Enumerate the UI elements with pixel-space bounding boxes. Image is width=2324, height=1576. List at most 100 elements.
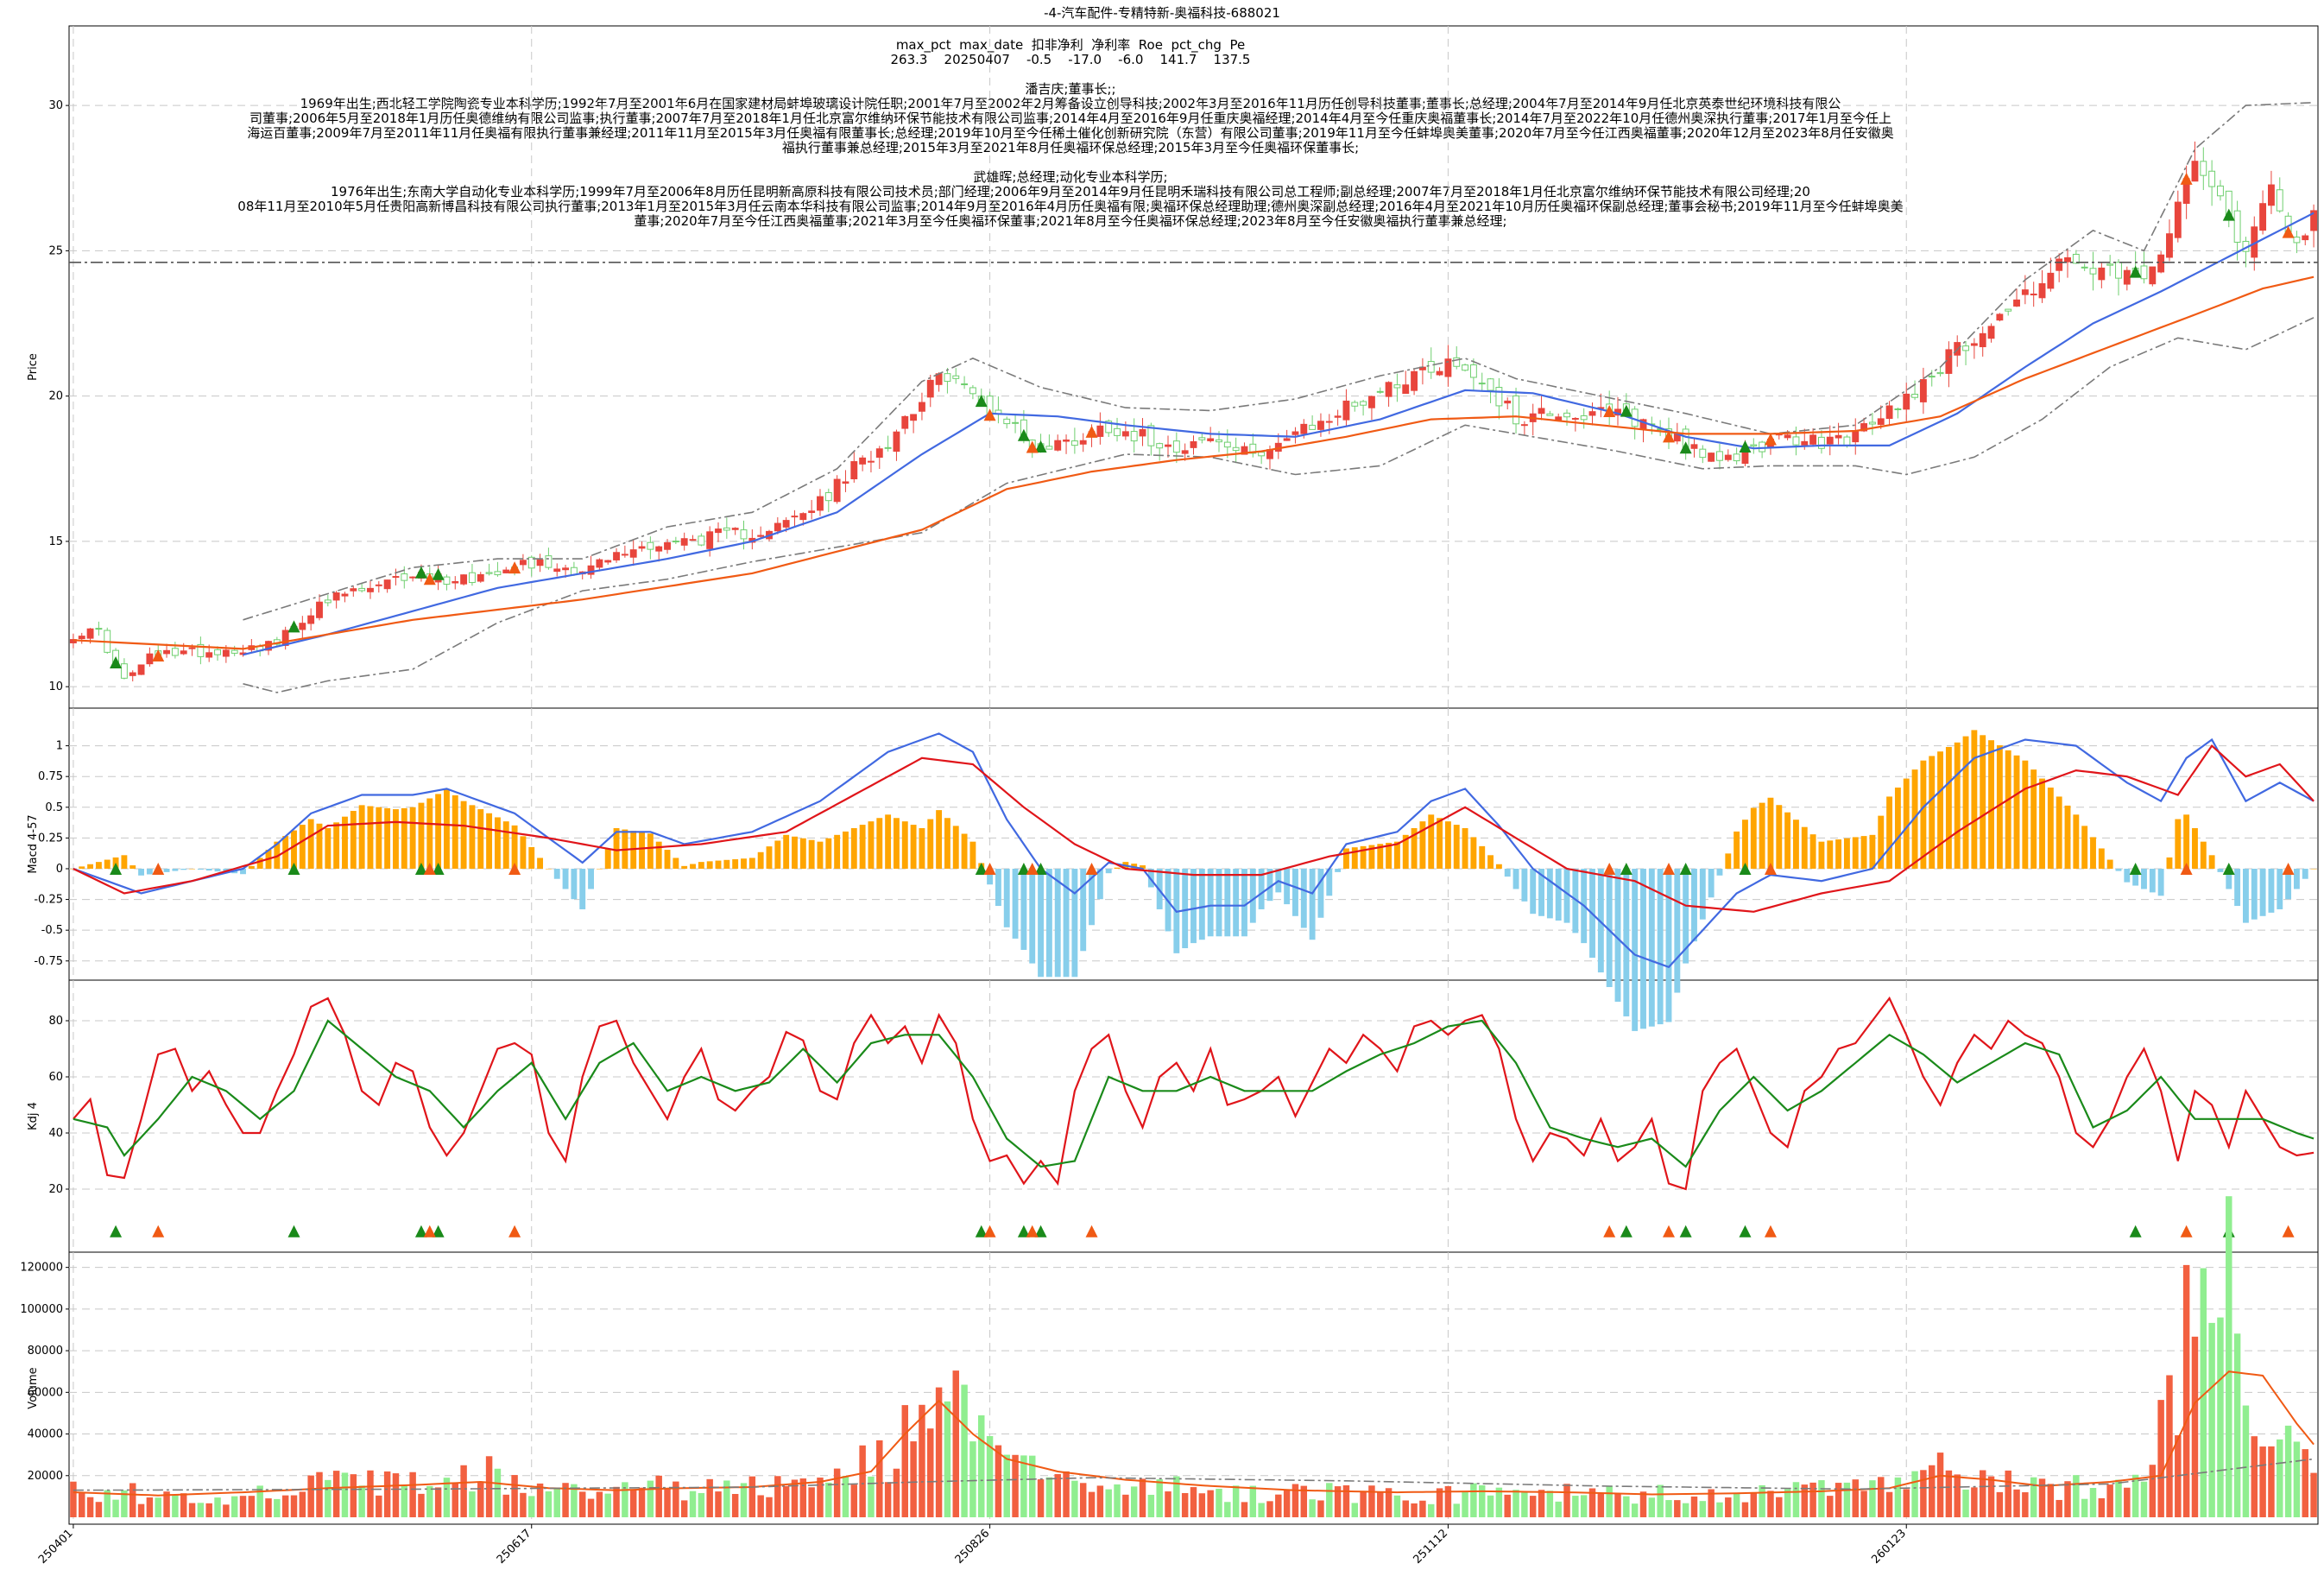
volume-bar (1122, 1494, 1129, 1517)
macd-histogram-bar (1437, 818, 1443, 869)
candle-body (2302, 235, 2309, 241)
volume-bar (1054, 1474, 1061, 1517)
macd-histogram-bar (1131, 864, 1138, 869)
macd-histogram-bar (1190, 868, 1197, 944)
macd-histogram-bar (1784, 812, 1791, 869)
macd-histogram-bar (1555, 868, 1562, 921)
volume-bar (494, 1468, 502, 1517)
macd-histogram-bar (418, 802, 425, 869)
macd-histogram-bar (894, 818, 900, 869)
macd-histogram-bar (1767, 797, 1774, 869)
y-tick-label-macd: -0.75 (34, 955, 63, 968)
volume-bar (2098, 1497, 2106, 1517)
candle-body (1003, 418, 1011, 425)
candle-body (2267, 184, 2275, 206)
macd-histogram-bar (1954, 742, 1961, 869)
volume-bar (1767, 1491, 1774, 1517)
macd-histogram-bar (537, 858, 544, 869)
macd-histogram-bar (2149, 868, 2156, 893)
volume-bar (1045, 1477, 1053, 1517)
y-tick-label-price: 20 (48, 390, 63, 403)
volume-bar (1911, 1471, 1918, 1517)
candle-body (1223, 441, 1231, 448)
macd-histogram-bar (876, 818, 883, 869)
candle-body (1835, 434, 1842, 439)
volume-slow-ma-line (73, 1458, 2315, 1491)
candle-body (477, 573, 484, 582)
macd-histogram-bar (927, 819, 934, 869)
volume-bar (1309, 1499, 1316, 1517)
volume-bar (1462, 1491, 1468, 1517)
macd-histogram-bar (477, 809, 484, 869)
macd-histogram-bar (376, 807, 382, 869)
bollinger-lower-line (243, 317, 2315, 693)
macd-histogram-bar (1699, 868, 1706, 920)
buy-signal-marker (1034, 1225, 1047, 1237)
candle-body (2276, 189, 2283, 212)
volume-bar (316, 1472, 323, 1517)
candle-body (2072, 253, 2080, 264)
macd-histogram-bar (1479, 845, 1486, 869)
kdj-k-line (73, 996, 2315, 1191)
candle-body (1759, 441, 1766, 453)
sell-signal-marker (1085, 425, 1098, 438)
buy-signal-marker (1034, 440, 1047, 453)
candle-body (1309, 424, 1317, 430)
macd-histogram-bar (2234, 868, 2241, 907)
volume-bar (1971, 1487, 1978, 1517)
candle-body (1114, 427, 1121, 436)
candle-body (1512, 395, 1519, 425)
sell-signal-marker (1026, 862, 1039, 875)
volume-bar (1444, 1485, 1452, 1517)
y-axis-label-volume: Volume (27, 1367, 40, 1408)
y-tick-label-price: 30 (48, 99, 63, 112)
macd-histogram-bar (435, 794, 442, 869)
y-tick-label-macd: -0.25 (34, 894, 63, 907)
macd-histogram-bar (2073, 814, 2080, 869)
volume-bar (680, 1500, 688, 1517)
macd-histogram-bar (1665, 868, 1672, 1022)
volume-bar (842, 1476, 849, 1517)
candle-body (350, 588, 357, 592)
macd-histogram-bar (1105, 868, 1112, 874)
candle-body (1147, 425, 1155, 446)
macd-histogram-bar (732, 859, 739, 869)
y-tick-label-kdj: 60 (48, 1071, 63, 1084)
buy-signal-marker (2222, 862, 2235, 875)
macd-histogram-bar (2064, 805, 2071, 869)
volume-bar (256, 1485, 263, 1517)
candle-body (1300, 423, 1308, 434)
candle-body (1181, 450, 1189, 454)
macd-histogram-bar (1827, 840, 1834, 869)
candle-body (2191, 161, 2199, 182)
candle-body (527, 556, 535, 569)
volume-bar (367, 1470, 374, 1517)
volume-bar (1869, 1480, 1876, 1517)
macd-histogram-bar (969, 841, 976, 869)
buy-signal-marker (287, 1225, 300, 1237)
candle-body (1962, 345, 1969, 351)
volume-bar (1207, 1490, 1214, 1517)
candle-body (545, 555, 553, 568)
macd-histogram-bar (1546, 868, 1553, 919)
candle-body (2310, 210, 2318, 231)
macd-histogram-bar (1818, 841, 1825, 869)
candle-body (2217, 185, 2224, 197)
candle-body (1885, 405, 1893, 420)
volume-bar (1037, 1479, 1045, 1517)
macd-histogram-bar (868, 821, 875, 869)
macd-histogram-bar (1368, 845, 1375, 869)
volume-bar (95, 1502, 103, 1517)
candle-body (774, 522, 781, 532)
candle-body (146, 653, 154, 665)
sell-signal-marker (1603, 862, 1616, 875)
volume-bar (1241, 1502, 1248, 1517)
macd-histogram-bar (1623, 868, 1630, 1016)
macd-histogram-bar (2302, 868, 2308, 879)
candle-body (214, 649, 221, 655)
macd-histogram-bar (1632, 868, 1639, 1031)
buy-signal-marker (1017, 428, 1030, 441)
volume-bar (1020, 1455, 1027, 1517)
candle-body (553, 568, 561, 573)
candle-body (2149, 266, 2157, 285)
